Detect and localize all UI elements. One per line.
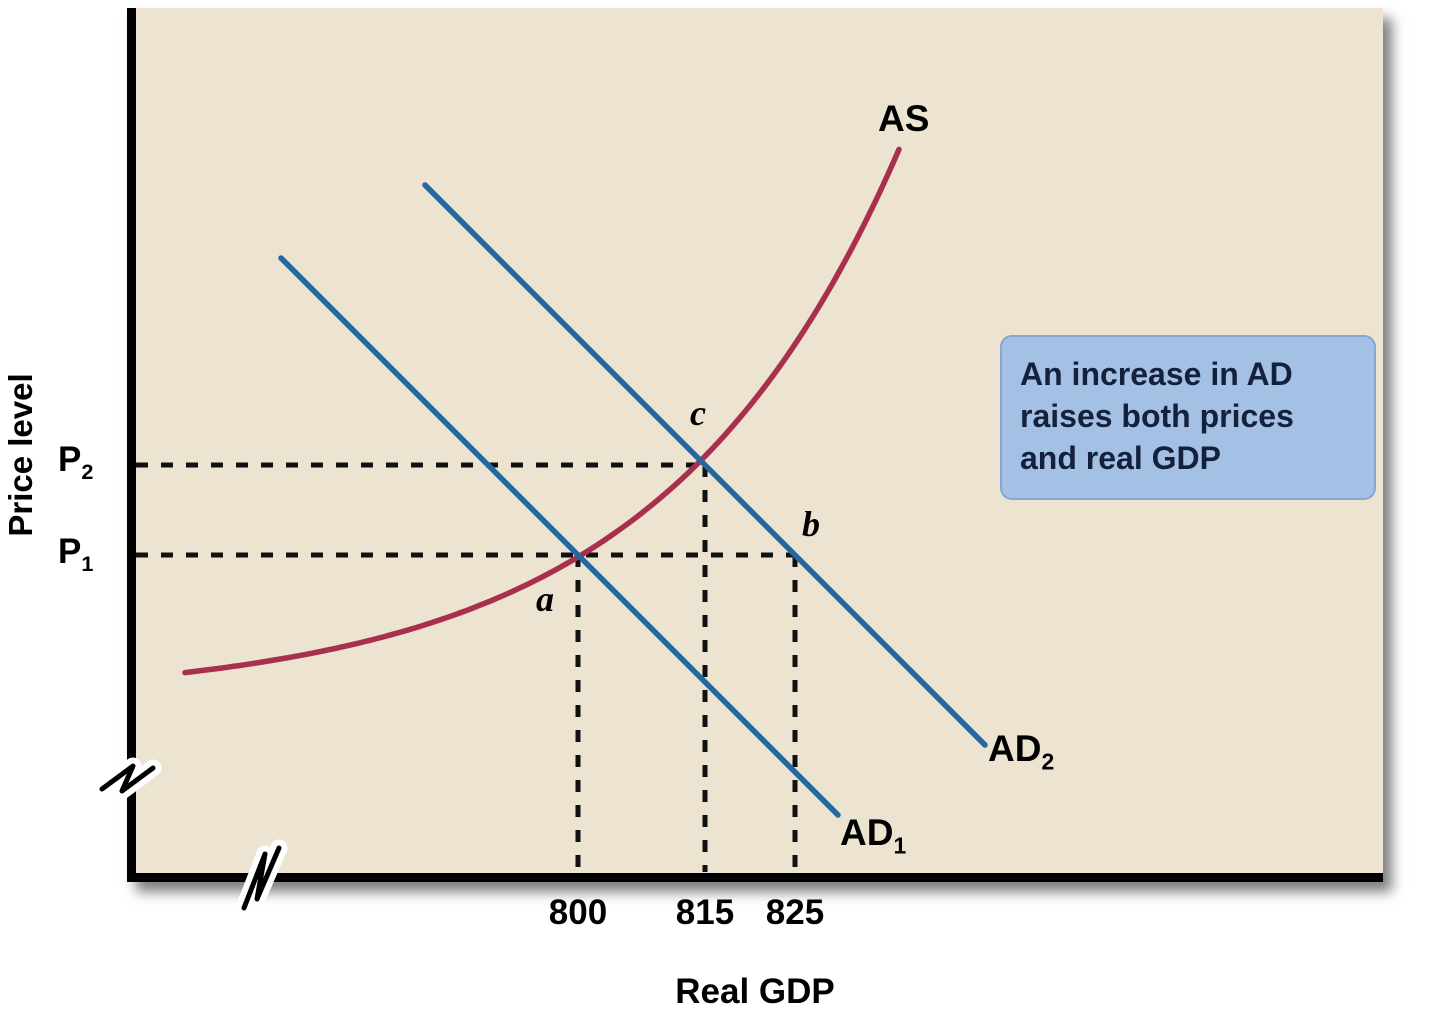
x-tick-825: 825: [765, 893, 825, 932]
x-tick-815: 815: [675, 893, 735, 932]
annotation-text: An increase in AD raises both prices and…: [1020, 356, 1294, 477]
ad2-label-base: AD: [988, 728, 1042, 769]
ad1-label-sub: 1: [893, 832, 907, 859]
ad2-label-sub: 2: [1041, 748, 1055, 775]
ad1-curve-label: AD1: [840, 812, 906, 859]
point-label-c: c: [690, 393, 706, 433]
point-label-b: b: [802, 504, 820, 544]
ad1-label-base: AD: [840, 812, 894, 853]
as-curve-label: AS: [878, 98, 930, 139]
ad2-curve-label: AD2: [988, 728, 1054, 775]
y-tick-p1-sub: 1: [81, 551, 94, 576]
y-tick-p1: P1: [58, 532, 93, 577]
y-tick-p2-sub: 2: [81, 459, 94, 484]
y-tick-p2-base: P: [58, 440, 82, 479]
y-axis-title: Price level: [2, 373, 39, 537]
point-label-a: a: [536, 579, 554, 619]
x-axis-title: Real GDP: [675, 972, 835, 1011]
annotation-box: An increase in AD raises both prices and…: [1000, 335, 1376, 500]
y-tick-p1-base: P: [58, 532, 82, 571]
y-tick-p2: P2: [58, 440, 93, 485]
x-tick-800: 800: [548, 893, 608, 932]
